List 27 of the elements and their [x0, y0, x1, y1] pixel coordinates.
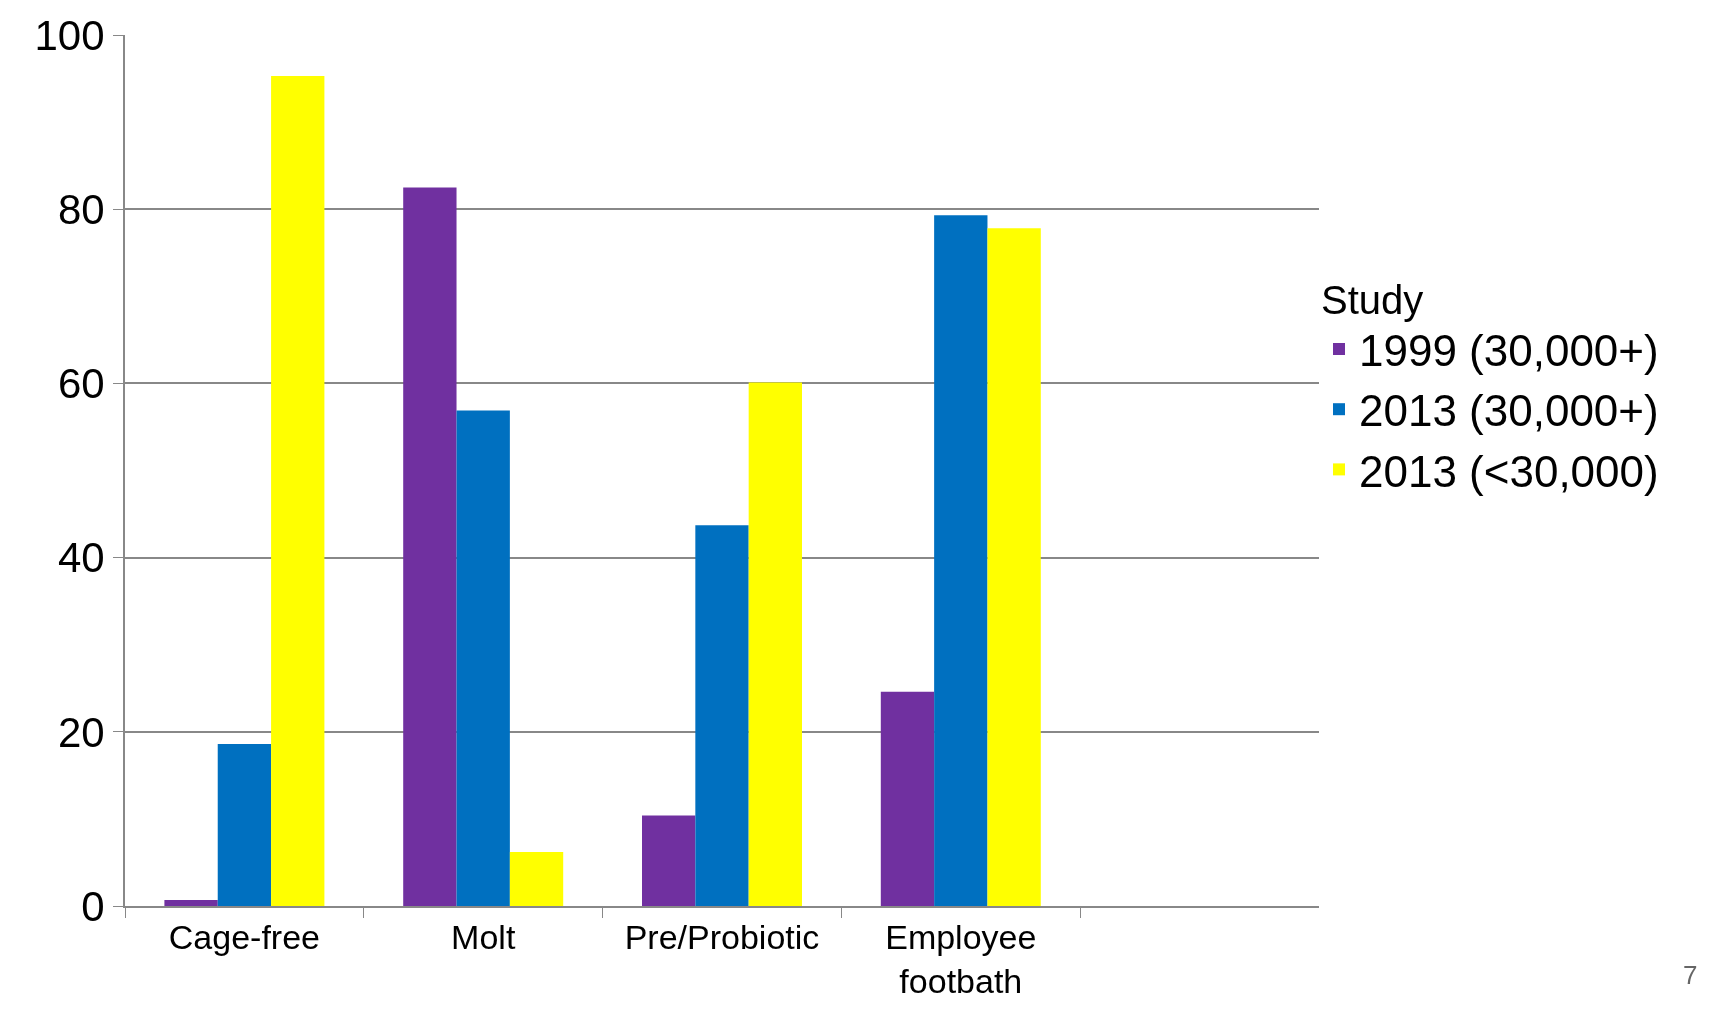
x-tick-label: Employee footbath — [885, 917, 1037, 1000]
bar — [695, 525, 749, 906]
legend-label: 1999 (30,000+) — [1359, 326, 1659, 376]
bar — [403, 187, 457, 906]
x-tick-label: Cage-free — [168, 917, 320, 956]
bar — [271, 75, 325, 906]
y-tick-label: 40 — [57, 534, 105, 582]
y-tick-label: 0 — [81, 882, 105, 930]
text: 7 — [1683, 960, 1698, 990]
y-tick-label: 60 — [57, 360, 105, 408]
y-tick-label: 80 — [57, 185, 105, 233]
bar — [509, 852, 564, 906]
bar — [217, 743, 272, 906]
bar — [987, 228, 1041, 906]
legend-title: Study — [1321, 277, 1424, 322]
y-tick-label: 20 — [57, 708, 105, 756]
bar — [748, 382, 802, 906]
bar — [642, 815, 696, 906]
y-tick-label: 100 — [34, 11, 105, 59]
x-tick-label: Pre/Probiotic — [624, 917, 820, 956]
legend-label: 2013 (30,000+) — [1359, 386, 1659, 436]
legend-label: 2013 (<30,000) — [1359, 446, 1659, 496]
x-tick-label: Molt — [451, 917, 516, 956]
bar — [164, 899, 218, 906]
bar — [880, 691, 935, 906]
bar — [456, 410, 510, 906]
bar — [934, 215, 988, 906]
